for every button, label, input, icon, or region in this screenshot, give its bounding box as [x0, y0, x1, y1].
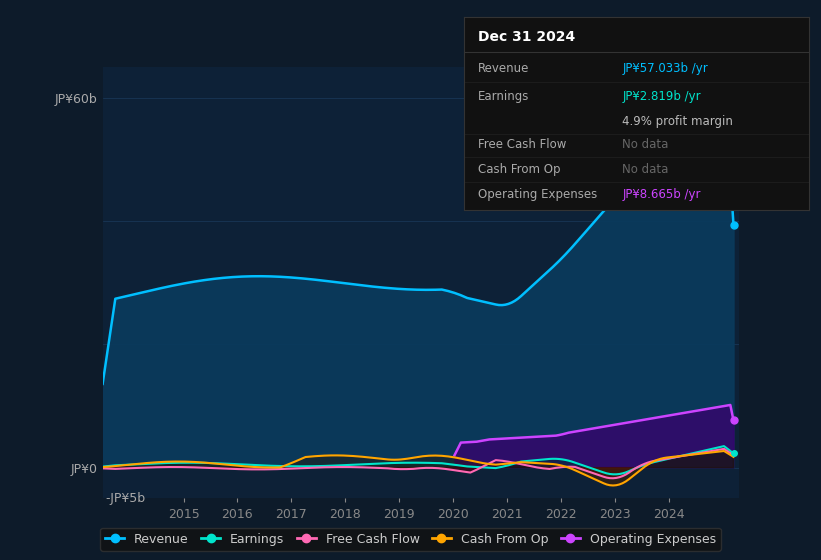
Text: Earnings: Earnings [478, 90, 529, 102]
Text: Free Cash Flow: Free Cash Flow [478, 138, 566, 151]
Text: No data: No data [622, 163, 669, 176]
Text: Operating Expenses: Operating Expenses [478, 188, 597, 201]
Text: Dec 31 2024: Dec 31 2024 [478, 30, 575, 44]
Text: JP¥2.819b /yr: JP¥2.819b /yr [622, 90, 701, 102]
Text: Cash From Op: Cash From Op [478, 163, 560, 176]
Text: JP¥8.665b /yr: JP¥8.665b /yr [622, 188, 701, 201]
Legend: Revenue, Earnings, Free Cash Flow, Cash From Op, Operating Expenses: Revenue, Earnings, Free Cash Flow, Cash … [100, 528, 721, 551]
Text: JP¥57.033b /yr: JP¥57.033b /yr [622, 63, 709, 76]
Text: No data: No data [622, 138, 669, 151]
Text: Revenue: Revenue [478, 63, 529, 76]
Text: 4.9% profit margin: 4.9% profit margin [622, 115, 733, 128]
Text: -JP¥5b: -JP¥5b [105, 492, 145, 505]
